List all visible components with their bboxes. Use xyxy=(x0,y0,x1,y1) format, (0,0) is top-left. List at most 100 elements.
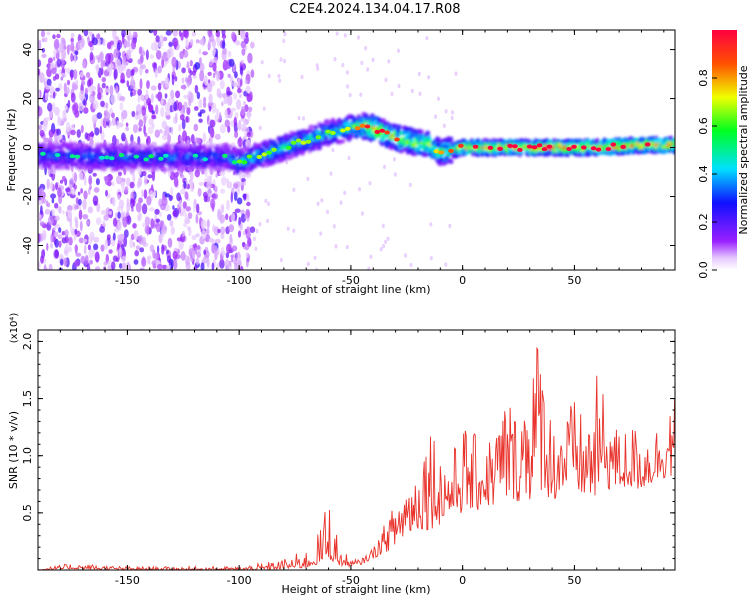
spectrogram-noise-cell xyxy=(133,230,139,241)
spectrogram-ridge-cell xyxy=(424,152,429,157)
spectrogram-noise-cell xyxy=(109,174,113,181)
spectrogram-noise-cell xyxy=(155,104,159,115)
x-tick-label: -150 xyxy=(115,274,140,287)
spectrogram-noise-cell xyxy=(209,61,213,67)
spectrogram-noise-cell xyxy=(245,252,249,258)
spectrogram-noise-cell xyxy=(123,229,129,238)
spectrogram-noise-cell xyxy=(88,40,94,48)
spectrogram-ridge-cell xyxy=(55,141,61,147)
spectrogram-peak-cell xyxy=(158,156,164,161)
spectrogram-noise-cell xyxy=(185,116,189,123)
spectrogram-noise-cell xyxy=(142,222,146,228)
spectrogram-noise-cell xyxy=(129,238,134,249)
spectrogram-noise-cell xyxy=(167,49,172,59)
spectrogram-noise-cell xyxy=(250,41,255,49)
spectrogram-noise-cell xyxy=(246,226,250,231)
spectrogram-noise-cell xyxy=(139,78,143,90)
spectrogram-noise-cell xyxy=(150,93,154,103)
spectrogram-noise-cell xyxy=(70,92,76,103)
spectrogram-noise-cell xyxy=(112,217,118,227)
spectrogram-noise-cell xyxy=(112,117,116,126)
spectrogram-noise-cell xyxy=(215,30,220,38)
spectrogram-noise-cell xyxy=(182,30,188,38)
spectrogram-noise-cell xyxy=(80,255,86,264)
spectrogram-noise-cell xyxy=(154,208,160,215)
spectrogram-noise-cell xyxy=(320,198,324,203)
spectrogram-noise-cell xyxy=(292,187,296,192)
spectrogram-noise-cell xyxy=(133,259,139,265)
spectrogram-peak-cell xyxy=(438,150,445,155)
spectrogram-noise-cell xyxy=(231,245,238,252)
spectrogram-noise-cell xyxy=(180,84,187,90)
spectrogram-ridge-cell xyxy=(340,139,346,144)
spectrogram-noise-cell xyxy=(52,34,56,39)
spectrogram-noise-cell xyxy=(50,234,53,244)
spectrogram-noise-cell xyxy=(212,62,217,72)
spectrogram-noise-cell xyxy=(154,68,159,78)
spectrogram-noise-cell xyxy=(345,70,349,75)
spectrogram-noise-cell xyxy=(224,109,228,120)
spectrogram-noise-cell xyxy=(66,79,71,86)
spectrogram-noise-cell xyxy=(121,112,127,118)
spectrogram-ridge-cell xyxy=(518,150,524,156)
spectrogram-noise-cell xyxy=(124,186,129,194)
spectrogram-ridge-cell xyxy=(283,133,289,138)
spectrogram-ridge-cell xyxy=(363,113,369,118)
spectrogram-noise-cell xyxy=(215,173,218,178)
spectrogram-noise-cell xyxy=(56,58,62,68)
spectrogram-noise-cell xyxy=(93,187,100,193)
spectrogram-noise-cell xyxy=(44,91,48,101)
spectrogram-noise-cell xyxy=(347,155,351,161)
spectrogram-noise-cell xyxy=(53,231,59,237)
spectrogram-noise-cell xyxy=(178,30,182,37)
spectrogram-noise-cell xyxy=(83,30,89,37)
spectrogram-noise-cell xyxy=(211,102,217,114)
spectrogram-noise-cell xyxy=(115,175,122,185)
spectrogram-noise-cell xyxy=(51,67,57,75)
spectrogram-noise-cell xyxy=(83,107,89,114)
spectrogram-noise-cell xyxy=(244,131,247,140)
spectrogram-noise-cell xyxy=(235,40,241,46)
spectrogram-noise-cell xyxy=(129,181,135,189)
spectrogram-noise-cell xyxy=(137,94,141,103)
spectrogram-noise-cell xyxy=(38,199,42,206)
spectrogram-noise-cell xyxy=(64,86,70,95)
spectrogram-noise-cell xyxy=(70,129,76,136)
spectrogram-noise-cell xyxy=(78,172,84,181)
spectrogram-noise-cell xyxy=(188,98,192,107)
spectrogram-noise-cell xyxy=(89,51,94,61)
spectrogram-ridge-cell xyxy=(201,144,207,149)
spectrogram-noise-cell xyxy=(112,196,116,207)
spectrogram-noise-cell xyxy=(132,172,136,184)
spectrogram-noise-cell xyxy=(41,48,46,53)
spectrogram-noise-cell xyxy=(183,94,188,99)
spectrogram-ridge-cell xyxy=(372,121,378,127)
spectrogram-noise-cell xyxy=(161,264,168,270)
spectrogram-noise-cell xyxy=(243,193,247,201)
spectrogram-noise-cell xyxy=(58,227,62,233)
spectrogram-noise-cell xyxy=(160,97,164,106)
spectrogram-noise-cell xyxy=(41,53,47,58)
spectrogram-ridge-cell xyxy=(313,125,319,130)
spectrogram-noise-cell xyxy=(206,219,210,229)
spectrogram-noise-cell xyxy=(302,116,305,121)
spectrogram-noise-cell xyxy=(217,208,221,215)
spectrogram-noise-cell xyxy=(234,208,241,213)
spectrogram-noise-cell xyxy=(206,189,213,195)
spectrogram-noise-cell xyxy=(53,226,57,231)
spectrogram-peak-cell xyxy=(231,160,238,165)
spectrogram-noise-cell xyxy=(43,266,48,270)
spectrogram-noise-cell xyxy=(227,73,231,79)
spectrogram-noise-cell xyxy=(105,189,108,197)
spectrogram-peak-cell xyxy=(546,144,553,149)
spectrogram-noise-cell xyxy=(244,243,250,251)
spectrogram-noise-cell xyxy=(107,264,113,270)
spectrogram-noise-cell xyxy=(141,106,147,117)
spectrogram-noise-cell xyxy=(246,201,251,207)
colorbar-tick-label: 0.8 xyxy=(697,69,710,87)
spectrogram-noise-cell xyxy=(239,93,242,99)
spectrogram-noise-cell xyxy=(46,31,51,36)
spectrogram-noise-cell xyxy=(233,183,239,189)
spectrogram-ridge-cell xyxy=(404,135,410,140)
spectrogram-noise-cell xyxy=(285,160,289,165)
